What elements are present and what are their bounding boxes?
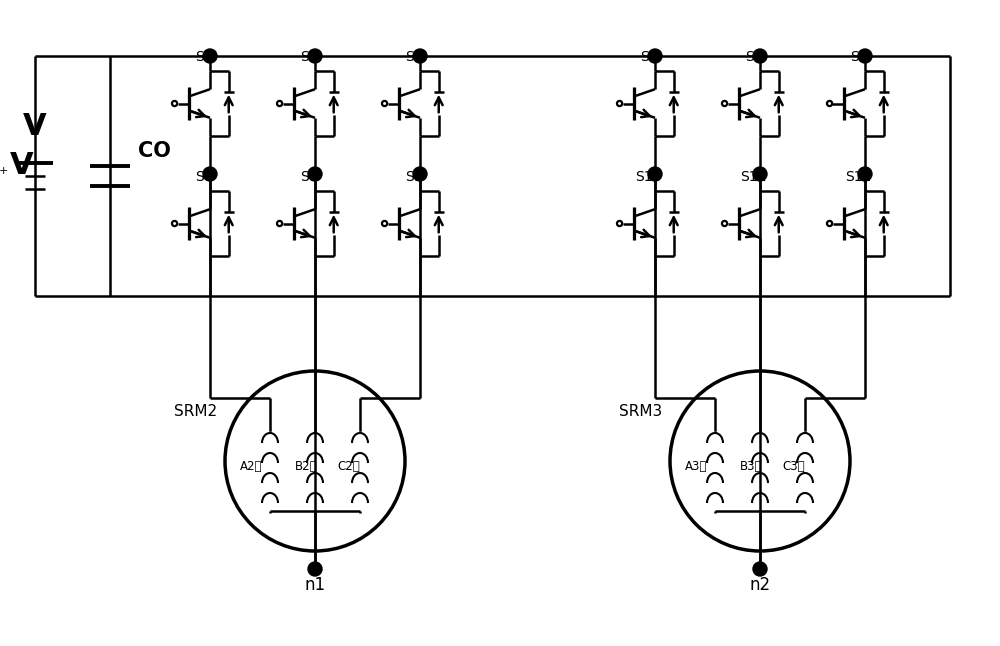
Circle shape [827, 221, 832, 226]
Circle shape [277, 221, 282, 226]
Circle shape [648, 49, 662, 63]
Text: S3: S3 [405, 50, 423, 64]
Text: C3相: C3相 [782, 459, 805, 472]
Text: S8: S8 [300, 170, 318, 184]
Circle shape [308, 49, 322, 63]
Text: B2相: B2相 [295, 459, 318, 472]
Circle shape [827, 101, 832, 106]
Text: S1: S1 [195, 50, 213, 64]
Text: C2相: C2相 [337, 459, 360, 472]
Text: S7: S7 [195, 170, 213, 184]
Circle shape [753, 49, 767, 63]
Text: n2: n2 [749, 576, 771, 594]
Circle shape [308, 562, 322, 576]
Circle shape [203, 49, 217, 63]
Circle shape [753, 167, 767, 181]
Circle shape [172, 101, 177, 106]
Text: S6: S6 [850, 50, 868, 64]
Circle shape [722, 101, 727, 106]
Text: V: V [10, 152, 34, 180]
Circle shape [172, 221, 177, 226]
Circle shape [648, 167, 662, 181]
Text: SRM3: SRM3 [619, 404, 662, 419]
Circle shape [617, 221, 622, 226]
Circle shape [858, 167, 872, 181]
Circle shape [858, 49, 872, 63]
Text: S5: S5 [745, 50, 763, 64]
Circle shape [382, 221, 387, 226]
Circle shape [382, 101, 387, 106]
Circle shape [413, 49, 427, 63]
Text: S10: S10 [636, 170, 662, 184]
Circle shape [203, 167, 217, 181]
Circle shape [753, 562, 767, 576]
Text: S2: S2 [300, 50, 318, 64]
Text: n1: n1 [304, 576, 326, 594]
Text: S9: S9 [405, 170, 423, 184]
Circle shape [277, 101, 282, 106]
Circle shape [617, 101, 622, 106]
Circle shape [722, 221, 727, 226]
Text: S12: S12 [846, 170, 872, 184]
Text: CO: CO [138, 141, 171, 161]
Text: A3相: A3相 [685, 459, 707, 472]
Text: S4: S4 [640, 50, 658, 64]
Text: S11: S11 [741, 170, 767, 184]
Text: B3相: B3相 [740, 459, 763, 472]
Text: +: + [0, 166, 8, 176]
Text: SRM2: SRM2 [174, 404, 217, 419]
Text: A2相: A2相 [240, 459, 262, 472]
Circle shape [413, 167, 427, 181]
Circle shape [308, 167, 322, 181]
Text: V: V [23, 112, 47, 141]
